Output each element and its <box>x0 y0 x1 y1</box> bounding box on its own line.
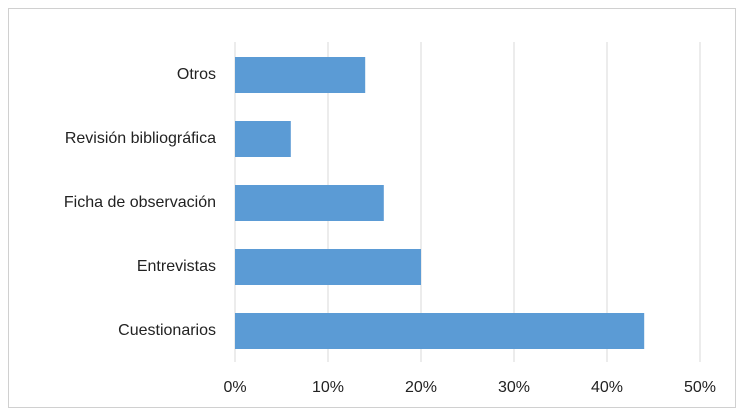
bar <box>235 121 291 157</box>
x-tick-label: 50% <box>684 379 716 396</box>
y-tick-label: Cuestionarios <box>118 322 216 339</box>
x-tick-label: 0% <box>223 379 246 396</box>
bar <box>235 185 384 221</box>
x-tick-label: 10% <box>312 379 344 396</box>
y-tick-label: Otros <box>177 66 216 83</box>
y-tick-label: Revisión bibliográfica <box>65 130 216 147</box>
bar <box>235 57 366 93</box>
x-tick-label: 40% <box>591 379 623 396</box>
x-tick-label: 30% <box>498 379 530 396</box>
x-tick-label: 20% <box>405 379 437 396</box>
y-tick-label: Entrevistas <box>137 258 216 275</box>
bar <box>235 313 645 349</box>
y-tick-label: Ficha de observación <box>64 194 216 211</box>
bar <box>235 249 421 285</box>
